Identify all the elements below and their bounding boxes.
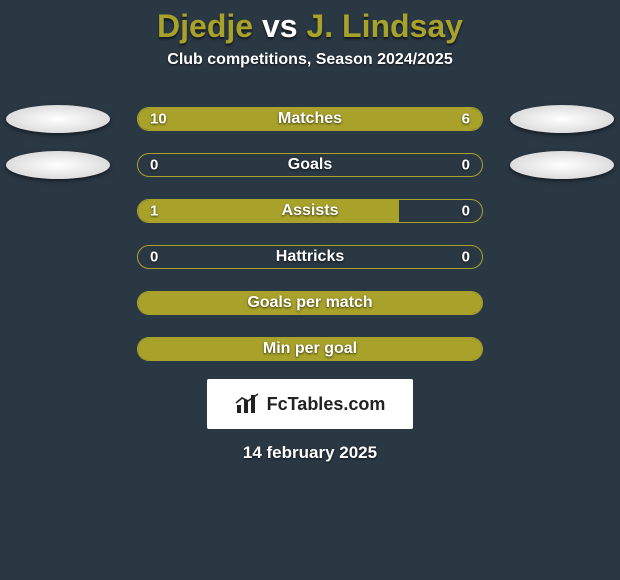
- comparison-container: Djedje vs J. Lindsay Club competitions, …: [0, 0, 620, 463]
- branding-text: FcTables.com: [267, 394, 386, 415]
- stat-bar: Assists 1 0: [137, 199, 483, 223]
- player2-badge-ellipse: [510, 151, 614, 179]
- stat-value-right: 0: [462, 249, 470, 266]
- stat-value-left: 1: [150, 203, 158, 220]
- stat-row: Assists 1 0: [0, 199, 620, 223]
- stat-label: Matches: [278, 110, 342, 128]
- vs-label: vs: [262, 8, 298, 44]
- page-title: Djedje vs J. Lindsay: [157, 8, 463, 45]
- stat-value-right: 6: [462, 111, 470, 128]
- stat-bar: Goals per match: [137, 291, 483, 315]
- player1-name: Djedje: [157, 8, 253, 44]
- stat-value-left: 0: [150, 249, 158, 266]
- stat-value-right: 0: [462, 203, 470, 220]
- stat-row: Goals per match: [0, 291, 620, 315]
- stat-bar: Goals 0 0: [137, 153, 483, 177]
- player2-badge-ellipse: [510, 105, 614, 133]
- stat-value-left: 10: [150, 111, 167, 128]
- stat-bar: Min per goal: [137, 337, 483, 361]
- stat-row: Min per goal: [0, 337, 620, 361]
- stat-row: Goals 0 0: [0, 153, 620, 177]
- player2-name: J. Lindsay: [306, 8, 463, 44]
- player1-badge-ellipse: [6, 151, 110, 179]
- stat-label: Goals: [288, 156, 332, 174]
- stat-bar: Matches 10 6: [137, 107, 483, 131]
- stat-bar: Hattricks 0 0: [137, 245, 483, 269]
- stat-label: Goals per match: [247, 294, 372, 312]
- stats-list: Matches106Goals00Assists10Hattricks00Goa…: [0, 107, 620, 361]
- stat-row: Matches 10 6: [0, 107, 620, 131]
- stat-value-right: 0: [462, 157, 470, 174]
- stat-label: Assists: [282, 202, 339, 220]
- stat-value-left: 0: [150, 157, 158, 174]
- stat-row: Hattricks 0 0: [0, 245, 620, 269]
- subtitle: Club competitions, Season 2024/2025: [167, 51, 452, 69]
- stat-bar-fill-left: [138, 200, 399, 222]
- date-label: 14 february 2025: [243, 443, 377, 463]
- branding-badge: FcTables.com: [207, 379, 413, 429]
- player1-badge-ellipse: [6, 105, 110, 133]
- stat-label: Min per goal: [263, 340, 357, 358]
- stat-label: Hattricks: [276, 248, 344, 266]
- branding-chart-icon: [235, 393, 261, 415]
